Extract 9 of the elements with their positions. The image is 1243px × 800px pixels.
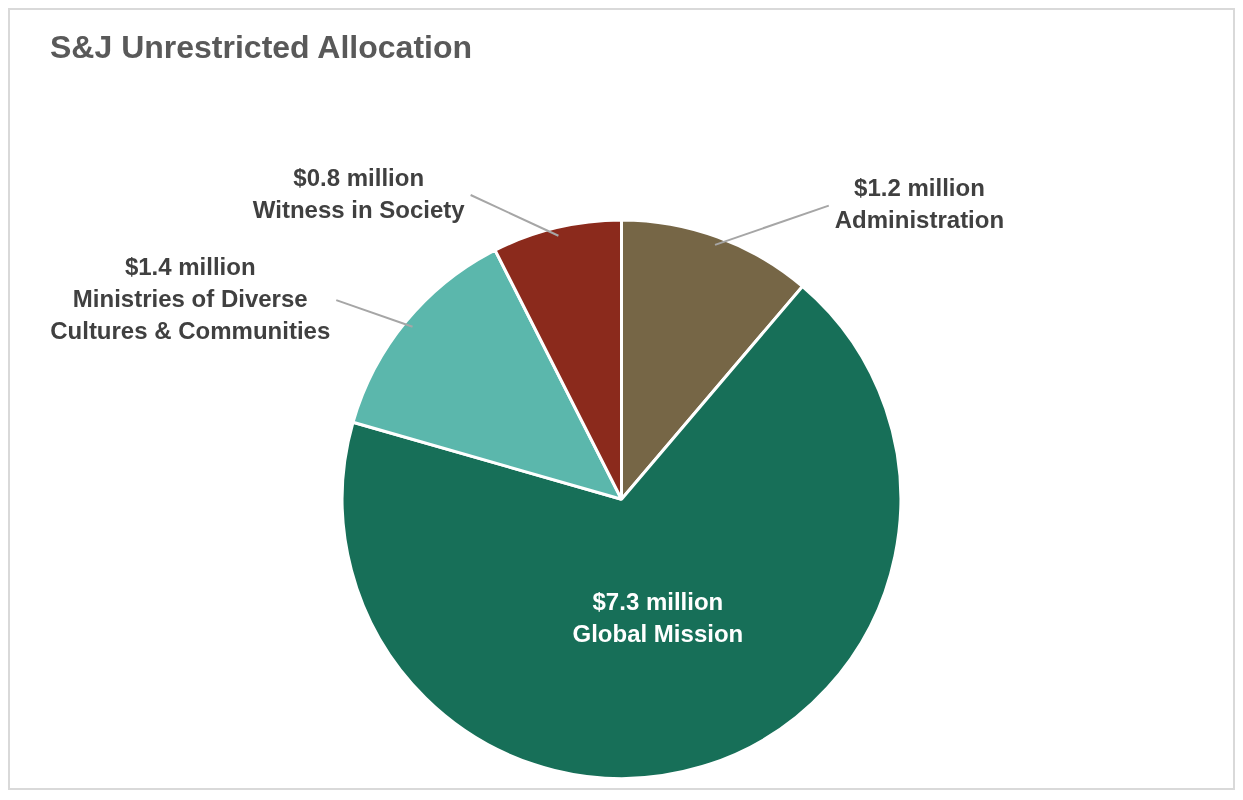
slice-label: Ministries of Diverse Cultures & Communities bbox=[50, 284, 331, 344]
slice-label: Witness in Society bbox=[252, 195, 466, 223]
data-label: $7.3 million bbox=[592, 588, 724, 616]
chart-title: S&J Unrestricted Allocation bbox=[50, 29, 473, 66]
data-label: $1.2 million bbox=[854, 174, 985, 202]
data-label: $1.4 million bbox=[124, 252, 256, 280]
slice-label: Global Mission bbox=[572, 620, 744, 648]
data-label: $0.8 million bbox=[293, 163, 425, 191]
slice-label: Administration bbox=[834, 206, 1005, 234]
